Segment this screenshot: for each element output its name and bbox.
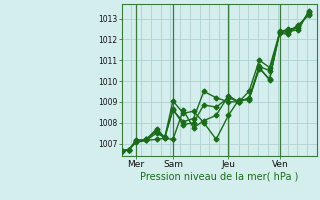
X-axis label: Pression niveau de la mer( hPa ): Pression niveau de la mer( hPa ) — [140, 172, 298, 182]
